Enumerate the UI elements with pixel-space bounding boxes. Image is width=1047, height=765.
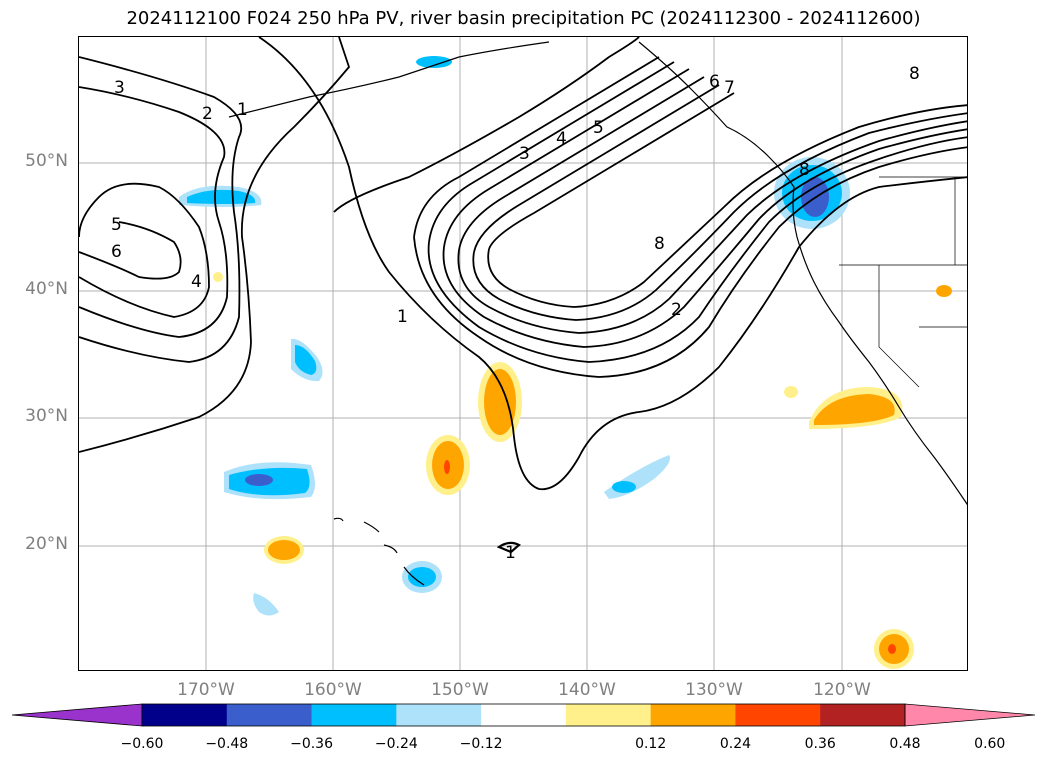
lon-label-130w: 130°W	[685, 680, 743, 700]
contour-label: 3	[114, 78, 125, 98]
precip-blob-165w-20n	[268, 540, 300, 560]
lat-label-50: 50°N	[25, 151, 68, 171]
pv-contour-small	[496, 541, 521, 554]
precip-blob-171w-40n	[213, 272, 223, 282]
precip-blob-135w-24n-inner	[612, 481, 636, 493]
pv-contour-jet-4	[442, 128, 967, 348]
lat-label-40: 40°N	[25, 279, 68, 299]
colorbar-cell	[650, 704, 736, 726]
colorbar-tick-label: −0.36	[290, 736, 333, 752]
state-borders	[839, 176, 967, 388]
colorbar-tick-label: 0.36	[804, 736, 836, 752]
colorbar-extend-low	[11, 703, 143, 727]
contour-label: 3	[519, 144, 530, 164]
lon-label-140w: 140°W	[558, 680, 616, 700]
pv-contour-jet-3	[427, 136, 967, 363]
colorbar-cell	[226, 704, 313, 726]
pv-contour-jet-7	[487, 104, 967, 308]
lon-label-160w: 160°W	[304, 680, 362, 700]
colorbar-cell	[565, 704, 652, 726]
pv-contour-jet-13	[488, 92, 735, 250]
pv-contour-jet-1	[333, 37, 640, 213]
pv-contour-jet-10	[443, 68, 690, 248]
contour-label: 4	[556, 129, 567, 149]
precip-blob-115w-12n-core	[888, 644, 896, 654]
contour-label: 8	[799, 160, 810, 180]
contour-label: 1	[237, 100, 248, 120]
colorbar-cell	[481, 704, 567, 726]
colorbar	[11, 703, 1036, 727]
precip-blob-north-west-inner	[187, 189, 256, 204]
coast-alaska	[228, 41, 550, 118]
colorbar-tick-label: −0.48	[205, 736, 249, 752]
lat-label-30: 30°N	[25, 406, 68, 426]
pv-contour-jet-2	[413, 146, 967, 378]
contour-label: 6	[709, 72, 720, 92]
pv-contour-jet-12	[473, 84, 720, 253]
colorbar-cell	[735, 704, 821, 726]
precip-blob-146w-31n	[484, 369, 516, 435]
pv-contour-jet-11	[458, 76, 705, 251]
map-canvas: 3 2 1 5 6 4 1 3 4 5 6 7 8 8 2 8 1	[79, 37, 967, 670]
lat-label-20: 20°N	[25, 534, 68, 554]
colorbar-tick-label: −0.24	[374, 736, 418, 752]
pv-contour-jet-6	[472, 112, 967, 321]
precip-blob-117w-40n	[936, 285, 952, 297]
map-panel: 3 2 1 5 6 4 1 3 4 5 6 7 8 8 2 8 1	[78, 36, 968, 671]
colorbar-cell	[311, 704, 397, 726]
pv-contour-jet-8	[413, 56, 660, 238]
pv-contour-4	[79, 182, 210, 318]
contour-label: 1	[397, 307, 408, 327]
lon-label-170w: 170°W	[177, 680, 235, 700]
contour-label: 4	[191, 272, 202, 292]
colorbar-cell	[396, 704, 482, 726]
hawaii	[333, 517, 425, 586]
precip-blob-147w-17n	[408, 567, 436, 587]
colorbar-tick-label: 0.60	[974, 736, 1006, 752]
coast-west-north-america	[638, 41, 967, 506]
colorbar-tick-label: −0.60	[120, 736, 164, 752]
lon-label-120w: 120°W	[813, 680, 871, 700]
colorbar-tick-label: −0.12	[459, 736, 503, 752]
map-title: 2024112100 F024 250 hPa PV, river basin …	[126, 8, 921, 29]
pv-contour-5	[79, 221, 182, 280]
pv-contour-2	[79, 56, 243, 363]
colorbar-cells	[11, 703, 1036, 727]
precip-blob-165w-25n-core	[245, 474, 273, 486]
precip-blob-124w-31n	[784, 386, 798, 398]
coastlines	[228, 41, 967, 586]
precip-blob-165w-35n-inner	[295, 345, 317, 375]
precip-blob-151w-26n-core	[444, 460, 450, 474]
contour-label: 5	[593, 118, 604, 138]
contour-label: 8	[909, 64, 920, 84]
precip-blob-120w-30n	[814, 394, 895, 425]
pv-contour-1	[79, 37, 351, 453]
colorbar-cell	[820, 704, 906, 726]
lon-label-150w: 150°W	[431, 680, 489, 700]
contour-label: 6	[111, 242, 122, 262]
pv-contour-outer	[258, 37, 967, 491]
colorbar-tick-label: 0.12	[635, 736, 667, 752]
precip-blob-135w-24n	[604, 455, 670, 499]
pv-contours	[79, 37, 967, 554]
colorbar-tick-label: 0.24	[719, 736, 752, 752]
contour-label: 5	[111, 215, 122, 235]
pv-contour-jet-5	[457, 120, 967, 334]
contour-label: 2	[202, 104, 213, 124]
pv-contour-jet-9	[428, 61, 675, 243]
colorbar-tick-label: 0.48	[889, 736, 921, 752]
pv-contour-3	[79, 86, 229, 338]
colorbar-cell	[142, 704, 228, 726]
precip-blob-158w-58n	[416, 56, 452, 68]
colorbar-extend-high	[904, 703, 1036, 727]
contour-labels: 3 2 1 5 6 4 1 3 4 5 6 7 8 8 2 8 1	[111, 64, 920, 563]
contour-label: 7	[724, 78, 735, 98]
contour-label: 2	[671, 300, 682, 320]
contour-label: 8	[654, 234, 665, 254]
contour-label: 1	[505, 543, 516, 563]
precip-blob-166w-15n	[253, 593, 279, 616]
colorbar-border	[141, 703, 906, 727]
